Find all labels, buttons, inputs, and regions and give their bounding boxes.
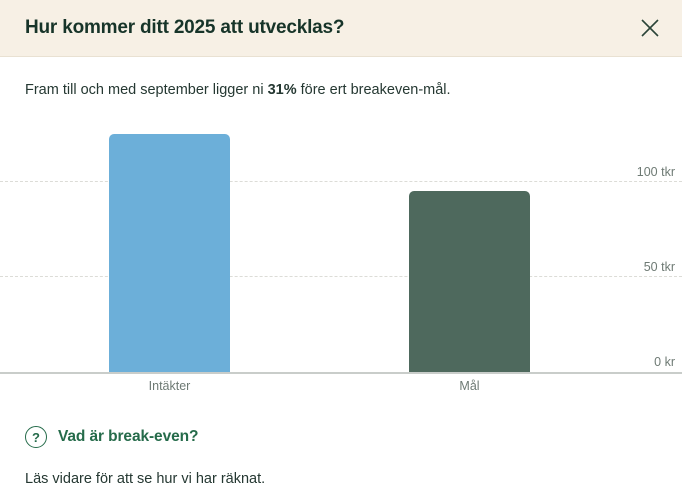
breakeven-link-label: Vad är break-even? — [58, 428, 199, 445]
question-circle-icon: ? — [25, 426, 47, 448]
bar-category-label: Intäkter — [148, 379, 191, 393]
bar — [409, 191, 530, 372]
intro-text-before: Fram till och med september ligger ni — [25, 82, 268, 98]
intro-text-after: före ert breakeven-mål. — [296, 82, 451, 98]
y-tick-label: 50 tkr — [643, 259, 675, 274]
bar-chart: 100 tkr 50 tkr 0 kr Intäkter Mål — [0, 119, 682, 393]
modal-title: Hur kommer ditt 2025 att utvecklas? — [25, 17, 345, 38]
bar — [109, 134, 230, 372]
y-tick-label: 0 kr — [654, 354, 675, 369]
modal-header: Hur kommer ditt 2025 att utvecklas? — [0, 0, 682, 57]
close-button[interactable] — [634, 12, 666, 44]
x-axis-baseline — [0, 372, 682, 374]
y-tick-label: 100 tkr — [636, 164, 675, 179]
close-icon — [641, 19, 659, 37]
gridline — [0, 181, 682, 182]
footer-note: Läs vidare för att se hur vi har räknat. — [25, 471, 266, 487]
intro-text: Fram till och med september ligger ni 31… — [25, 80, 657, 100]
breakeven-info-link[interactable]: ? Vad är break-even? — [25, 426, 198, 448]
gridline — [0, 276, 682, 277]
bar-category-label: Mål — [459, 379, 480, 393]
intro-highlight: 31% — [267, 82, 297, 98]
